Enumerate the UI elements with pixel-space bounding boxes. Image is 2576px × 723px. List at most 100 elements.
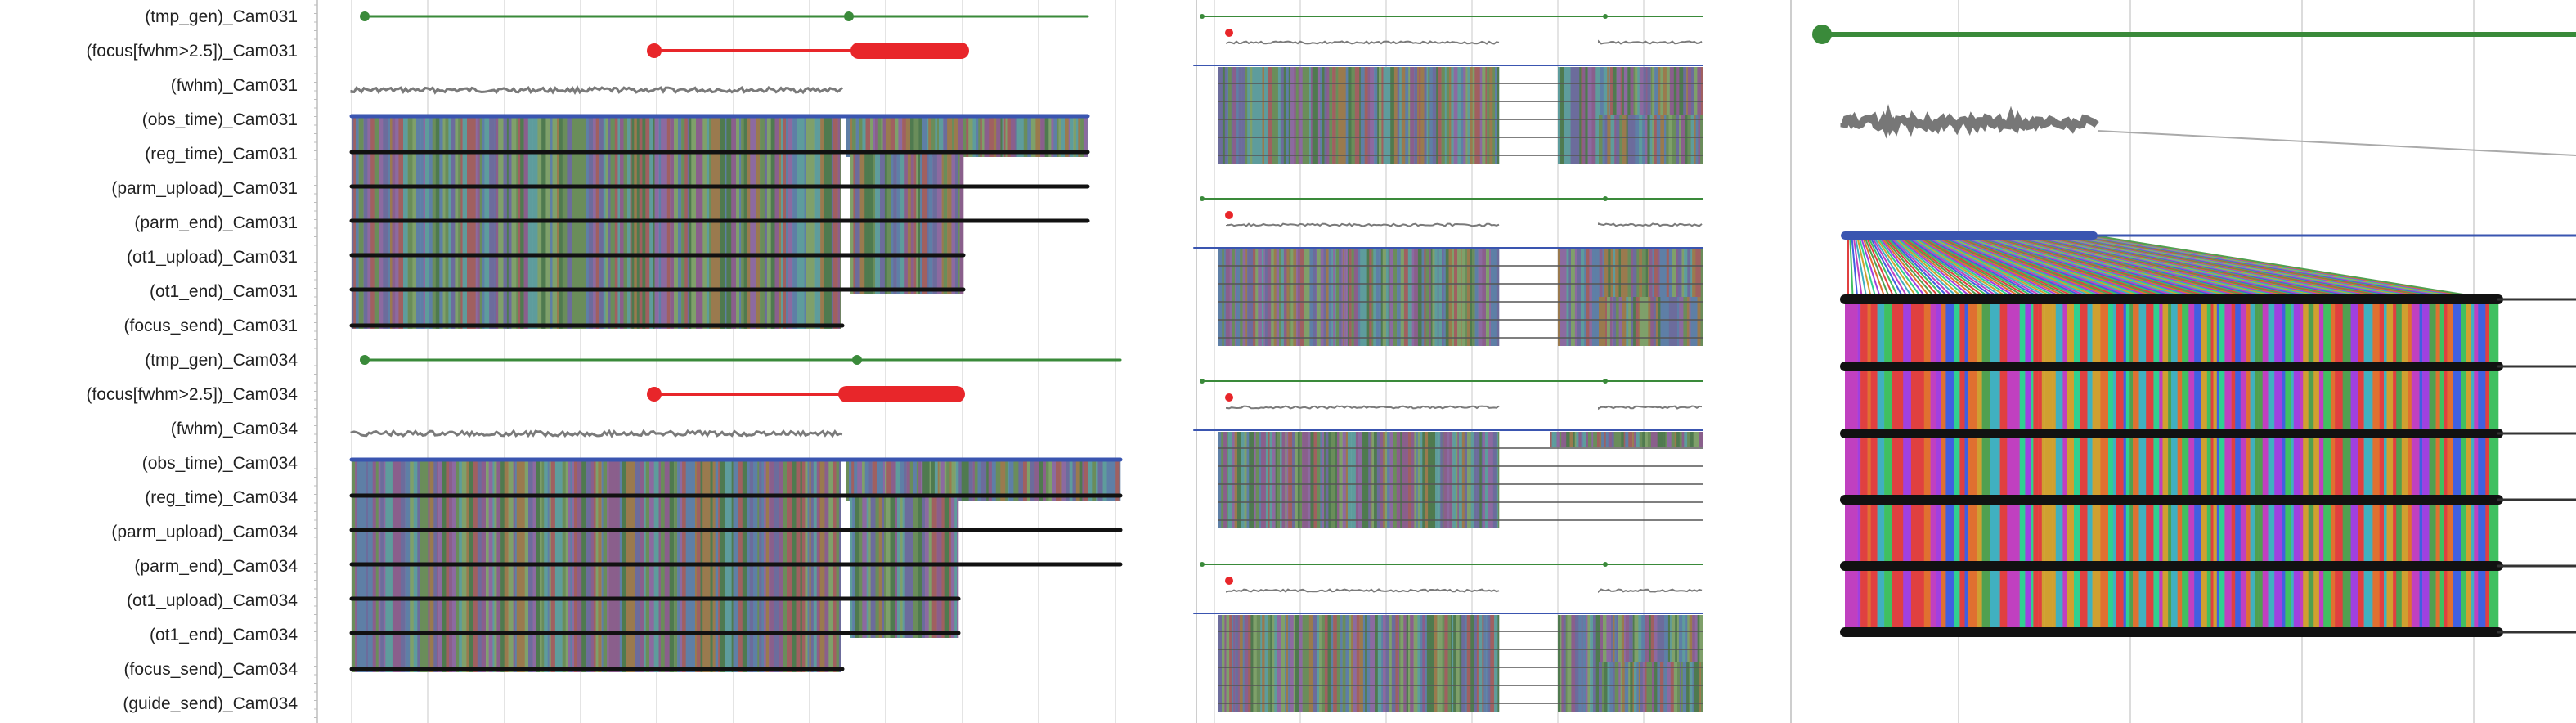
stripe [1072,460,1077,501]
stripe [1595,249,1600,346]
fan-stripe [1913,235,2021,300]
stripe [1248,615,1251,712]
stripe [1227,432,1229,528]
stripe [939,116,944,157]
stripe [1442,615,1445,712]
stripe [1665,432,1667,447]
stripe [2240,299,2247,631]
stripe [955,154,958,294]
stripe [929,460,932,501]
stripe [1292,432,1295,528]
stripe [1043,460,1047,501]
stripe [907,154,912,294]
stripe [1252,67,1256,164]
stripe [1315,67,1319,164]
stripe [1393,432,1398,528]
stripe [1559,432,1562,447]
fan-stripe [1904,235,1998,300]
fan-stripe [1881,235,1937,300]
stripe [1474,432,1477,528]
stripe [853,154,856,294]
stripe [1683,297,1688,346]
stripe [1003,116,1006,157]
stripe [1414,249,1419,346]
stripe [1577,67,1580,164]
stripe [1281,615,1286,712]
stripe [1218,615,1223,712]
stripe [1898,299,1904,631]
fan-stripe [1854,235,1868,300]
stripe [1304,249,1307,346]
stripe [884,154,887,294]
event-stripes [846,116,1088,157]
stripe [2031,299,2034,631]
stripe [1426,615,1431,712]
stripe [1424,249,1426,346]
stripe [1264,67,1268,164]
row-label: (parm_upload)_Cam034 [111,523,298,541]
fan-stripe [1887,235,1956,300]
stripe [1285,615,1286,712]
stripe [904,460,907,501]
stripe [1279,249,1281,346]
row-label: (reg_time)_Cam034 [145,488,298,507]
tmp-gen-marker [1603,196,1608,201]
stripe [1115,460,1120,501]
stripe [2224,299,2232,631]
stripe [972,460,976,501]
stripe [1444,615,1448,712]
stripe [1591,249,1596,346]
main-timeline-panel [349,0,1123,723]
stripe [1464,432,1468,528]
stripe [954,497,958,638]
stripe [1414,432,1417,528]
stripe [1382,249,1387,346]
stripe [1273,249,1277,346]
stripe [1650,432,1655,447]
stripe [1397,67,1400,164]
stripe [2282,299,2286,631]
stripe [849,460,852,501]
stripe [1649,115,1653,164]
stripe [1945,299,1954,631]
stripe [2216,299,2220,631]
fwhm-series [1598,39,1703,45]
stripe [918,154,921,294]
stripe [904,497,909,638]
stripe [1002,116,1004,157]
stripe [1247,249,1250,346]
stripe [1636,662,1639,712]
fan-stripe [1883,235,1942,300]
stripe [1612,297,1614,346]
tmp-gen-marker [1603,379,1608,384]
stripe [1270,615,1273,712]
stripe [846,116,848,157]
tmp-gen-marker [852,355,862,365]
stripe [1622,297,1625,346]
stripe [850,154,854,294]
stripe [1335,249,1337,346]
stripe [881,116,883,157]
stripe [1280,432,1282,528]
stripe [1581,615,1583,712]
stripe [1362,432,1366,528]
stripe [1269,432,1272,528]
stripe [1302,615,1306,712]
stripe [1618,432,1622,447]
stripe [1035,116,1041,157]
stripe [1283,67,1286,164]
stripe [1407,249,1412,346]
stripe [1342,615,1346,712]
stripe [2393,299,2397,631]
mini-panel [1193,196,1703,346]
stripe [926,460,930,501]
stripe [1453,615,1456,712]
stripe [1604,115,1608,164]
stripe [1561,615,1564,712]
stripe [1679,432,1682,447]
fwhm-series [1226,40,1500,45]
stripe [1968,299,1975,631]
stripe [1573,432,1575,447]
stripe [1364,67,1368,164]
stripe [897,497,900,638]
